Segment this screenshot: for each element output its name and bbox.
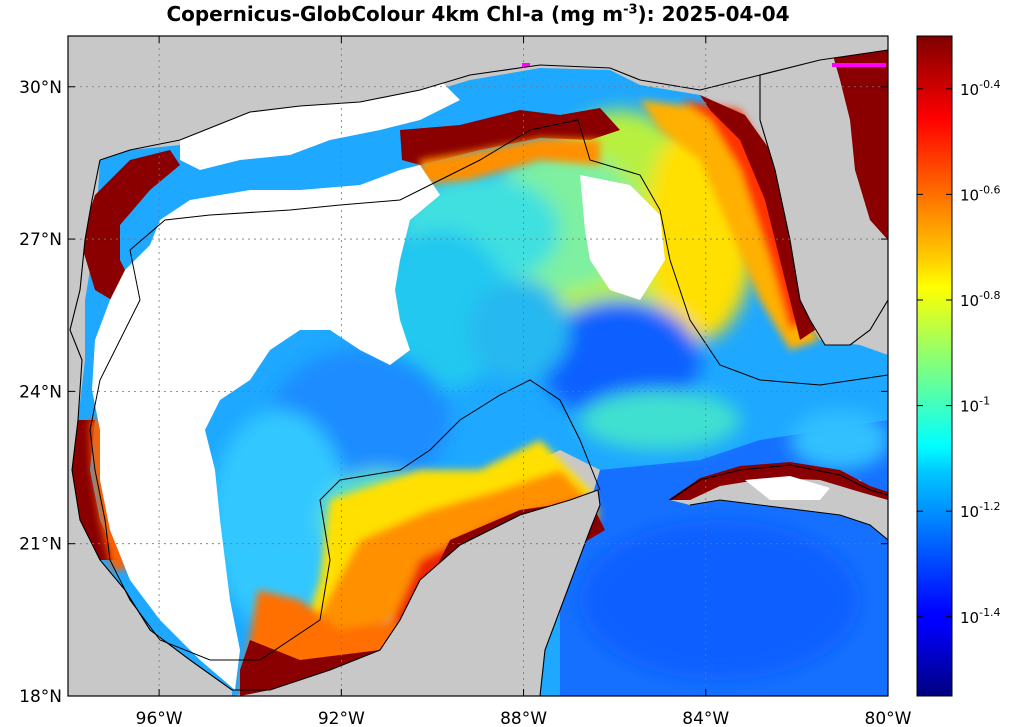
colorbar-ticks: 10-0.4 10-0.6 10-0.8 10-1 10-1.2 10-1.4 <box>917 78 1001 627</box>
atlantic-coastal-bloom <box>830 45 888 240</box>
map-grid <box>68 36 888 696</box>
us-gulf-coast-land <box>68 36 888 340</box>
y-tick-label: 27°N <box>19 230 62 250</box>
mexico-land <box>68 330 232 696</box>
map-title: Copernicus-GlobColour 4km Chl-a (mg m-3)… <box>166 2 790 26</box>
y-tick-label: 24°N <box>19 382 62 402</box>
cloud-mask-central <box>580 175 665 300</box>
mexico-west-coastal-bloom <box>72 420 118 560</box>
y-tick-label: 30°N <box>19 78 62 98</box>
colorbar-tick-label: 10-0.4 <box>960 78 1001 99</box>
magenta-line <box>832 63 886 67</box>
x-tick-label: 88°W <box>500 709 547 727</box>
colorbar-tick-label: 10-1 <box>960 395 990 416</box>
x-axis: 96°W 92°W 88°W 84°W 80°W <box>136 36 912 727</box>
texas-coastal-bloom <box>80 150 180 305</box>
cloud-mask-west <box>92 165 440 690</box>
yucatan-land <box>240 490 600 696</box>
x-tick-label: 80°W <box>865 709 912 727</box>
y-tick-label: 21°N <box>19 535 62 555</box>
colorbar-tick-label: 10-1.2 <box>960 500 1001 521</box>
map-area <box>68 36 888 696</box>
west-florida-coastal-bloom <box>700 95 815 340</box>
y-axis: 30°N 27°N 24°N 21°N 18°N <box>19 78 888 707</box>
cloud-mask-north <box>180 80 460 170</box>
x-tick-label: 92°W <box>318 709 365 727</box>
colorbar <box>916 35 953 697</box>
cuba-coastal-bloom <box>668 462 888 500</box>
x-tick-label: 96°W <box>136 709 183 727</box>
shelf-contour <box>89 119 888 661</box>
west-florida-shelf <box>640 100 820 350</box>
y-tick-label: 18°N <box>19 687 62 707</box>
colorbar-tick-label: 10-0.8 <box>960 289 1001 310</box>
coastlines <box>69 49 888 696</box>
x-tick-label: 84°W <box>682 709 729 727</box>
colorbar-tick-label: 10-1.4 <box>960 606 1001 627</box>
colorbar-tick-label: 10-0.6 <box>960 183 1001 204</box>
map-frame <box>67 35 889 697</box>
